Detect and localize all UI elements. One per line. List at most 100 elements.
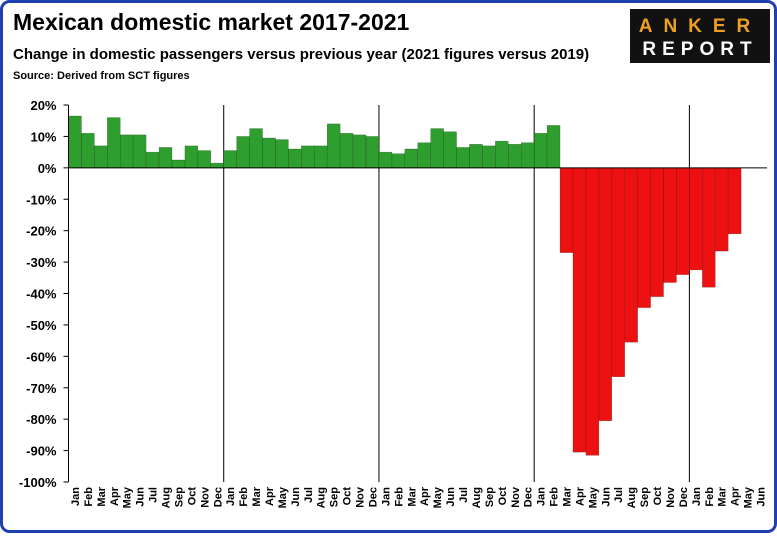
x-tick-label: Sep	[173, 487, 185, 507]
x-tick-label: Apr	[109, 486, 121, 506]
bar	[184, 145, 199, 169]
bar	[262, 137, 276, 169]
x-tick-label: Feb	[549, 487, 561, 507]
x-tick-label: Apr	[574, 486, 586, 506]
x-tick-label: May	[743, 486, 755, 508]
x-tick-label: Jun	[135, 487, 147, 507]
x-tick-label: Jul	[303, 487, 315, 503]
bar	[663, 167, 677, 283]
x-tick-label: Mar	[562, 486, 574, 506]
bar	[443, 131, 457, 169]
bar	[676, 167, 690, 275]
bar	[145, 151, 160, 169]
bar	[689, 167, 703, 271]
x-tick-label: Mar	[251, 486, 263, 506]
bar	[210, 162, 224, 169]
x-tick-label: Apr	[419, 486, 431, 506]
bar	[223, 150, 237, 169]
x-tick-label: Jan	[691, 487, 703, 506]
bar	[301, 145, 315, 169]
x-tick-label: Oct	[652, 487, 664, 506]
x-tick-label: Jul	[458, 487, 470, 503]
x-tick-label: Jun	[600, 487, 612, 507]
logo-text: REPORT	[642, 39, 757, 60]
bar	[158, 147, 173, 169]
x-tick-label: Dec	[678, 487, 690, 507]
bar	[598, 167, 613, 421]
x-tick-label: Nov	[665, 486, 677, 508]
x-tick-label: Oct	[342, 487, 354, 506]
x-tick-label: Oct	[186, 487, 198, 506]
x-tick-label: Mar	[96, 486, 108, 506]
bar	[495, 140, 509, 169]
x-tick-label: Sep	[329, 487, 341, 507]
bar	[533, 133, 548, 169]
y-tick-label: 20%	[30, 98, 56, 113]
bar	[650, 167, 664, 297]
bar	[107, 117, 121, 169]
x-tick-label: May	[587, 486, 599, 508]
x-tick-label: Jun	[445, 487, 457, 507]
y-tick-label: -70%	[26, 381, 57, 396]
x-tick-label: Sep	[639, 487, 651, 507]
bar	[288, 148, 302, 169]
bar	[404, 148, 419, 169]
x-tick-label: May	[432, 486, 444, 508]
y-tick-label: -40%	[26, 287, 57, 302]
bar	[352, 134, 367, 169]
x-tick-label: Aug	[316, 487, 328, 508]
x-tick-label: Dec	[367, 487, 379, 507]
x-tick-label: Feb	[393, 487, 405, 507]
y-tick-label: -60%	[26, 349, 57, 364]
y-tick-label: -80%	[26, 412, 57, 427]
x-tick-label: Feb	[238, 487, 250, 507]
x-tick-label: Jan	[380, 487, 392, 506]
bar	[326, 123, 341, 169]
bar	[637, 167, 651, 308]
x-tick-label: Oct	[497, 487, 509, 506]
x-tick-label: Apr	[730, 486, 742, 506]
bar	[456, 147, 470, 169]
bar	[94, 145, 108, 169]
bar	[572, 167, 587, 453]
bar	[508, 144, 522, 169]
x-tick-label: Nov	[199, 486, 211, 508]
bar	[236, 136, 250, 169]
x-tick-label: Jun	[290, 487, 302, 507]
y-tick-label: -90%	[26, 444, 57, 459]
x-tick-label: Jan	[70, 487, 82, 506]
x-tick-label: Dec	[523, 487, 535, 507]
bar	[715, 167, 729, 252]
logo-text: ANKER	[639, 16, 762, 37]
y-tick-label: -50%	[26, 318, 57, 333]
bar	[68, 115, 82, 169]
bar	[119, 134, 134, 169]
bar	[417, 142, 431, 169]
bar	[469, 144, 483, 169]
x-tick-label: Jul	[613, 487, 625, 503]
chart-title: Mexican domestic market 2017-2021	[13, 9, 410, 35]
x-tick-label: Dec	[212, 487, 224, 507]
y-tick-label: -100%	[19, 475, 57, 490]
x-tick-label: May	[122, 486, 134, 508]
bar	[624, 167, 638, 343]
bar	[482, 145, 496, 169]
x-tick-label: Mar	[406, 486, 418, 506]
x-tick-label: Mar	[717, 486, 729, 506]
bar	[727, 167, 742, 235]
bar	[132, 134, 147, 169]
x-tick-label: Aug	[161, 487, 173, 508]
x-tick-label: Jan	[225, 487, 237, 506]
x-tick-label: Nov	[510, 486, 522, 508]
bar	[611, 167, 625, 378]
x-tick-label: Feb	[704, 487, 716, 507]
x-tick-label: Nov	[355, 486, 367, 508]
chart-subtitle: Change in domestic passengers versus pre…	[13, 46, 589, 63]
x-tick-label: Jul	[148, 487, 160, 503]
y-tick-label: -20%	[26, 224, 57, 239]
bar	[702, 167, 716, 288]
y-tick-label: 0%	[38, 161, 57, 176]
y-tick-label: -10%	[26, 192, 57, 207]
bar	[520, 142, 535, 169]
